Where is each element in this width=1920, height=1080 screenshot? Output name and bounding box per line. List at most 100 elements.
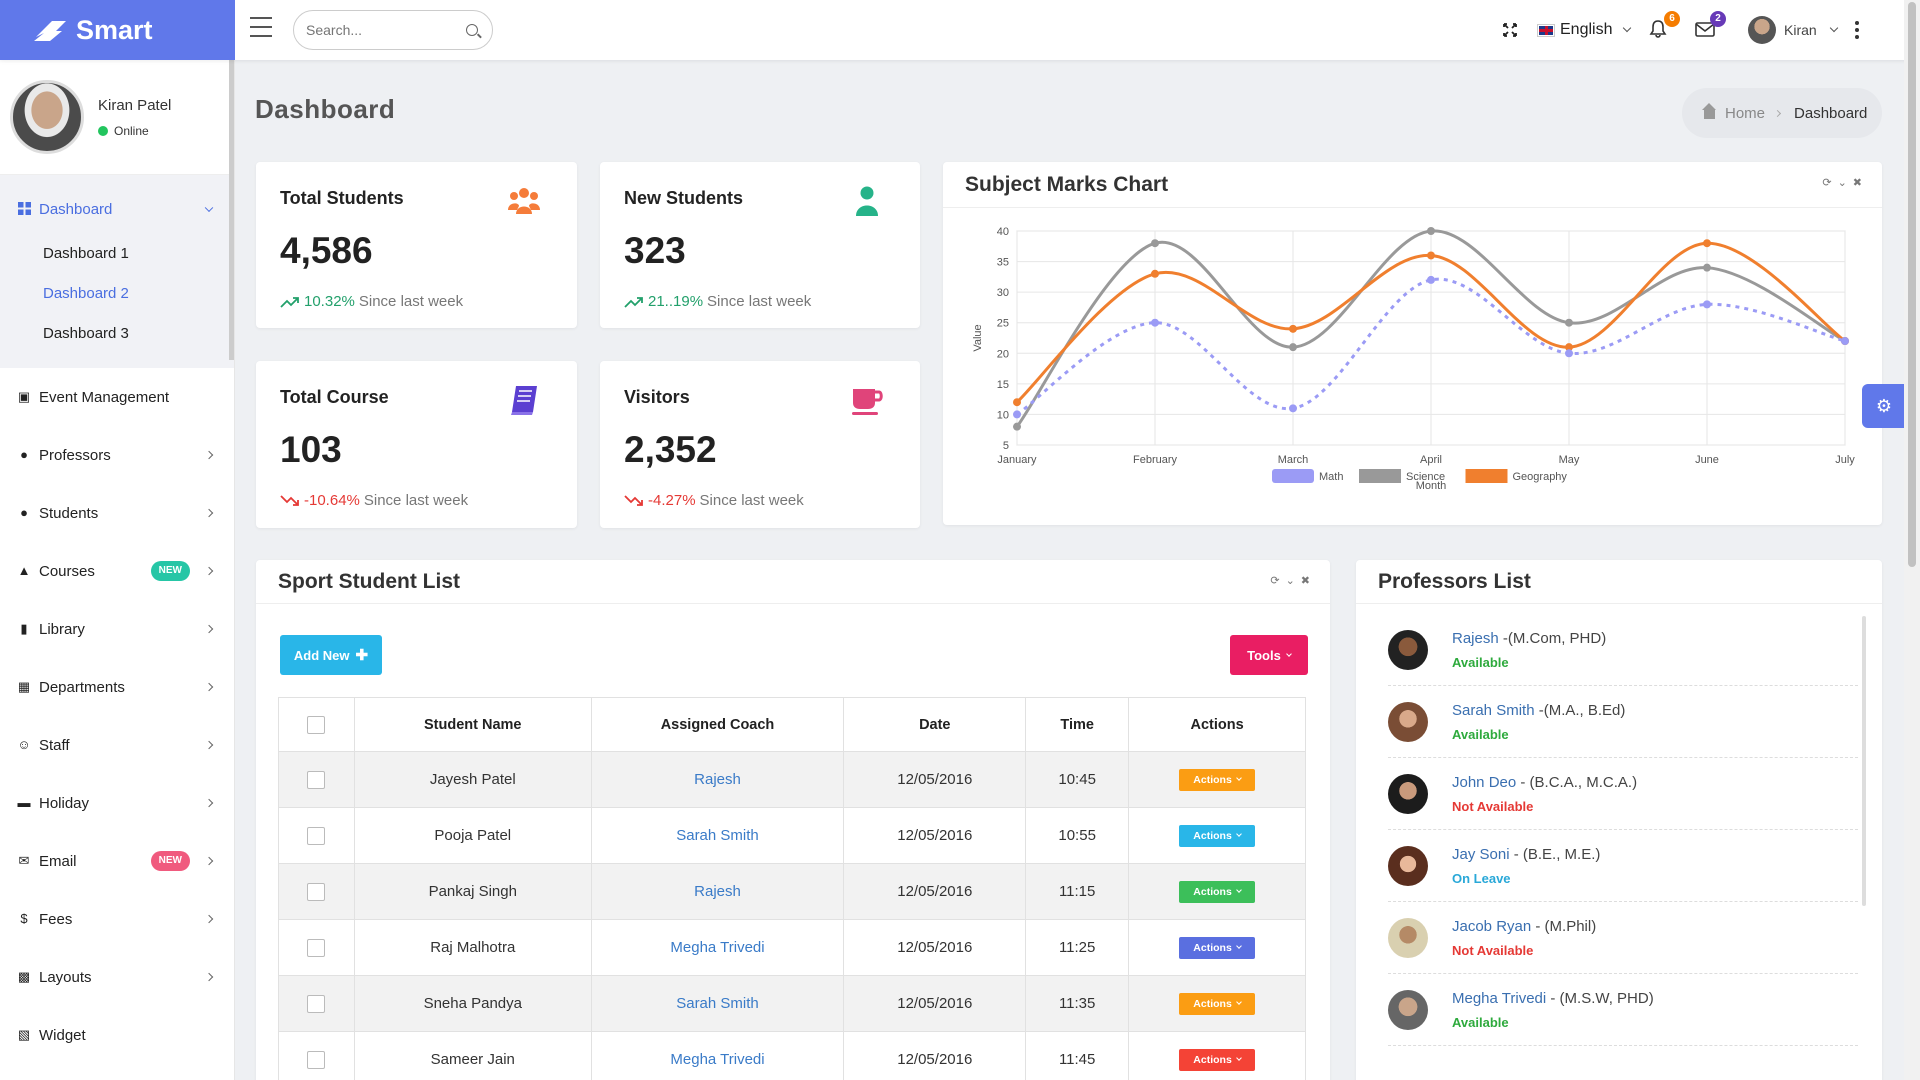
- row-select-cell: [278, 919, 355, 976]
- sidebar-profile: Kiran Patel Online: [0, 60, 234, 175]
- actions-label: Actions: [1193, 885, 1232, 898]
- sidebar-item-layouts[interactable]: ▩ Layouts: [0, 948, 234, 1006]
- widget-icon: ▧: [17, 1027, 31, 1042]
- sidebar-item-event-management[interactable]: ▣ Event Management: [0, 368, 234, 426]
- search-box: [293, 10, 493, 50]
- collapse-icon[interactable]: ⌄: [1837, 177, 1847, 189]
- breadcrumb-home-link[interactable]: Home: [1725, 104, 1766, 122]
- professor-degree: - (M.Phil): [1535, 917, 1597, 935]
- row-checkbox[interactable]: [307, 994, 326, 1013]
- sidebar-item-library[interactable]: ▮ Library: [0, 600, 234, 658]
- list-item[interactable]: John Deo - (B.C.A., M.C.A.) Not Availabl…: [1388, 758, 1858, 830]
- professor-name[interactable]: Jacob Ryan: [1452, 917, 1532, 935]
- sidebar-item-departments[interactable]: ▦ Departments: [0, 658, 234, 716]
- sidebar-item-holiday[interactable]: ▬ Holiday: [0, 774, 234, 832]
- refresh-icon[interactable]: ⟳: [1822, 177, 1832, 189]
- sidebar-item-label: Fees: [39, 910, 73, 928]
- data-point-science: [1289, 343, 1297, 352]
- list-item[interactable]: Sarah Smith -(M.A., B.Ed) Available: [1388, 686, 1858, 758]
- add-new-button[interactable]: Add New ✚: [280, 635, 382, 675]
- coach-link[interactable]: Sarah Smith: [676, 995, 759, 1012]
- student-name: Jayesh Patel: [353, 751, 592, 808]
- column-header[interactable]: Date: [843, 697, 1027, 752]
- professor-name[interactable]: Sarah Smith: [1452, 701, 1535, 719]
- actions-dropdown-button[interactable]: Actions: [1179, 824, 1256, 847]
- y-tick-label: 25: [997, 318, 1009, 330]
- chevron-right-icon: [204, 566, 214, 576]
- professor-name[interactable]: Megha Trivedi: [1452, 989, 1547, 1007]
- column-header[interactable]: Student Name: [353, 697, 592, 752]
- actions-dropdown-button[interactable]: Actions: [1179, 880, 1256, 903]
- actions-dropdown-button[interactable]: Actions: [1179, 1048, 1256, 1071]
- professors-list-card: Professors List Rajesh -(M.Com, PHD) Ava…: [1356, 560, 1882, 1080]
- select-all-checkbox[interactable]: [307, 715, 326, 734]
- bell-icon: 6: [1648, 11, 1680, 41]
- row-checkbox[interactable]: [307, 1050, 326, 1069]
- dollar-icon: $: [20, 911, 28, 926]
- refresh-icon[interactable]: ⟳: [1270, 575, 1280, 587]
- column-header[interactable]: Assigned Coach: [590, 697, 845, 752]
- sidebar-item-fees[interactable]: $ Fees: [0, 890, 234, 948]
- list-item[interactable]: Rajesh -(M.Com, PHD) Available: [1388, 614, 1858, 686]
- messages-badge: 2: [1710, 11, 1726, 27]
- coach-link[interactable]: Rajesh: [694, 771, 741, 788]
- sidebar-item-widget[interactable]: ▧ Widget: [0, 1006, 234, 1064]
- coach-link[interactable]: Megha Trivedi: [670, 939, 765, 956]
- list-item[interactable]: Jay Soni - (B.E., M.E.) On Leave: [1388, 830, 1858, 902]
- data-point-math: [1013, 410, 1021, 419]
- list-item[interactable]: Jacob Ryan - (M.Phil) Not Available: [1388, 902, 1858, 974]
- actions-label: Actions: [1193, 1053, 1232, 1066]
- row-checkbox[interactable]: [307, 882, 326, 901]
- actions-dropdown-button[interactable]: Actions: [1179, 992, 1256, 1015]
- more-options-icon[interactable]: [1855, 0, 1859, 60]
- coach-link[interactable]: Rajesh: [694, 883, 741, 900]
- actions-dropdown-button[interactable]: Actions: [1179, 768, 1256, 791]
- professor-name[interactable]: Jay Soni: [1452, 845, 1510, 863]
- menu-toggle-icon[interactable]: [250, 17, 272, 37]
- professor-name[interactable]: Rajesh: [1452, 629, 1499, 647]
- sidebar-subitem-dashboard-1[interactable]: Dashboard 1: [43, 244, 129, 262]
- sidebar-item-courses[interactable]: ▲ Courses NEW: [0, 542, 234, 600]
- close-icon[interactable]: ✖: [1300, 575, 1310, 587]
- sidebar-item-professors[interactable]: ● Professors: [0, 426, 234, 484]
- chevron-right-icon: [204, 508, 214, 518]
- profile-avatar[interactable]: [10, 80, 84, 154]
- column-header[interactable]: Time: [1025, 697, 1130, 752]
- brand-logo[interactable]: Smart: [0, 0, 235, 60]
- professor-avatar: [1388, 917, 1428, 958]
- fullscreen-icon[interactable]: [1503, 0, 1517, 60]
- row-checkbox[interactable]: [307, 770, 326, 789]
- column-header[interactable]: Actions: [1128, 697, 1306, 752]
- user-icon: [856, 186, 878, 216]
- sidebar-subitem-dashboard-3[interactable]: Dashboard 3: [43, 324, 129, 342]
- collapse-icon[interactable]: ⌄: [1285, 575, 1295, 587]
- chart-card-header: Subject Marks Chart: [943, 162, 1882, 208]
- sidebar-item-staff[interactable]: ☺ Staff: [0, 716, 234, 774]
- page-scrollbar[interactable]: [1904, 0, 1920, 1080]
- coach-link[interactable]: Megha Trivedi: [670, 1051, 765, 1068]
- row-checkbox[interactable]: [307, 826, 326, 845]
- row-checkbox[interactable]: [307, 938, 326, 957]
- notifications-button[interactable]: 6: [1648, 0, 1680, 60]
- sidebar-subitem-dashboard-2[interactable]: Dashboard 2: [43, 284, 129, 302]
- list-item[interactable]: Megha Trivedi - (M.S.W, PHD) Available: [1388, 974, 1858, 1046]
- settings-gear-button[interactable]: ⚙: [1862, 384, 1906, 428]
- sidebar-item-students[interactable]: ● Students: [0, 484, 234, 542]
- professors-scrollbar[interactable]: [1862, 616, 1866, 906]
- sidebar-item-dashboard[interactable]: Dashboard: [0, 185, 234, 233]
- date-cell: 12/05/2016: [843, 751, 1027, 808]
- coach-link[interactable]: Sarah Smith: [676, 827, 759, 844]
- language-selector[interactable]: English: [1537, 0, 1632, 60]
- sidebar-item-email[interactable]: ✉ Email NEW: [0, 832, 234, 890]
- users-icon: [508, 188, 540, 214]
- professor-name[interactable]: John Deo: [1452, 773, 1517, 791]
- search-icon[interactable]: [466, 24, 478, 36]
- close-icon[interactable]: ✖: [1852, 177, 1862, 189]
- actions-dropdown-button[interactable]: Actions: [1179, 936, 1256, 959]
- sidebar-scrollbar[interactable]: [229, 60, 234, 360]
- tools-button[interactable]: Tools: [1230, 635, 1308, 675]
- page-scrollbar-thumb[interactable]: [1908, 2, 1916, 567]
- search-input[interactable]: [306, 22, 446, 38]
- user-menu[interactable]: Kiran: [1748, 0, 1838, 60]
- messages-button[interactable]: 2: [1694, 0, 1726, 60]
